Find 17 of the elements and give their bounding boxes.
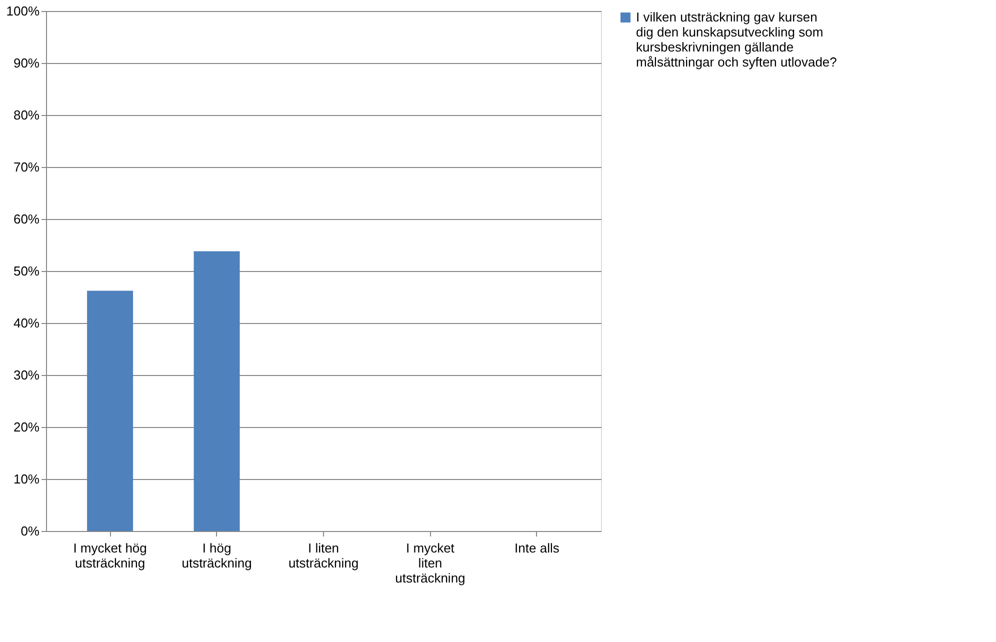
x-tick-label: I mycket hög utsträckning [73, 540, 147, 570]
y-tick-label: 50% [13, 264, 40, 278]
x-tick-label: I hög utsträckning [182, 540, 252, 570]
y-tick-label: 10% [13, 472, 40, 486]
y-tick-label: 30% [13, 368, 40, 382]
y-tick-label: 60% [13, 212, 40, 226]
y-tick-label: 40% [13, 316, 40, 330]
x-tick-label: I mycket liten utsträckning [395, 540, 466, 586]
y-tick-label: 100% [6, 4, 40, 18]
y-tick-label: 70% [13, 160, 40, 174]
x-tick-label: I liten utsträckning [288, 540, 359, 570]
legend-label: I vilken utsträckning gav kursen dig den kunskapsutveckling som kursbeskrivningen gällande målsättningar och syften utlovade? [636, 10, 837, 70]
x-tick-label: Inte alls [514, 540, 560, 556]
y-tick-label: 0% [20, 524, 40, 538]
y-tick-label: 90% [13, 56, 40, 70]
y-tick-label: 80% [13, 108, 40, 122]
y-tick-label: 20% [13, 420, 40, 434]
